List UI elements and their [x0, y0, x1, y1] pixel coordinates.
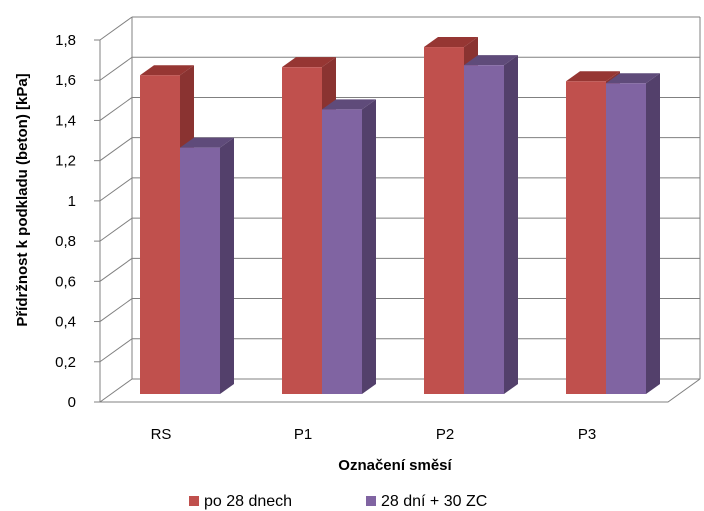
x-tick-label: RS — [151, 426, 172, 443]
y-tick-label: 0 — [68, 394, 76, 411]
gridline-side — [99, 56, 133, 81]
bar-side — [362, 99, 376, 395]
legend-label-po-28-dnech: po 28 dnech — [204, 493, 292, 510]
y-tick-label: 1,2 — [55, 153, 76, 170]
bar-top — [424, 37, 478, 48]
x-tick-label: P1 — [294, 426, 312, 443]
bar-p3-series-2 — [606, 73, 660, 394]
bar-top — [464, 55, 518, 66]
bar-front — [180, 147, 220, 394]
bar-rs-series-2 — [180, 137, 234, 394]
legend-swatch-po-28-dnech — [189, 496, 199, 506]
bar-top — [322, 99, 376, 110]
bar-top — [140, 65, 194, 76]
bar-front — [282, 67, 322, 395]
y-tick-label: 1,8 — [55, 32, 76, 49]
legend: po 28 dnech 28 dní + 30 ZC — [189, 493, 487, 510]
y-tick-label: 0,6 — [55, 273, 76, 290]
bar-front — [140, 75, 180, 394]
legend-label-28-dni-30-zc: 28 dní + 30 ZC — [381, 493, 487, 510]
x-tick-label: P2 — [436, 426, 454, 443]
x-axis-title: Označení směsí — [338, 457, 452, 474]
bar-p1-series-2 — [322, 99, 376, 395]
gridline-side — [99, 16, 133, 41]
y-tick-label: 0,4 — [55, 314, 76, 331]
bar-top — [282, 57, 336, 68]
y-tick-label: 0,8 — [55, 233, 76, 250]
x-tick-label: P3 — [578, 426, 596, 443]
gridline-side — [99, 378, 133, 403]
bar-side — [646, 73, 660, 394]
gridline-side — [99, 217, 133, 242]
y-tick-label: 1,4 — [55, 112, 76, 129]
bar-top — [180, 137, 234, 148]
gridline-side — [99, 338, 133, 363]
bar-p2-series-2 — [464, 55, 518, 395]
chart-floor — [100, 378, 701, 403]
legend-swatch-28-dni-30-zc — [366, 496, 376, 506]
gridline-side — [99, 137, 133, 162]
floor-edge — [100, 378, 701, 403]
bar-front — [566, 81, 606, 394]
bar-side — [504, 55, 518, 395]
x-tick-labels: RS P1 P2 P3 — [151, 426, 597, 443]
bar-front — [606, 83, 646, 394]
y-tick-label: 1 — [68, 193, 76, 210]
bars — [140, 37, 660, 395]
bar-front — [464, 65, 504, 395]
bar-side — [220, 137, 234, 394]
gridline-side — [99, 257, 133, 282]
y-tick-label: 1,6 — [55, 72, 76, 89]
gridline-side — [99, 177, 133, 202]
bar-top — [566, 71, 620, 82]
gridline-side — [99, 97, 133, 121]
gridline-side — [99, 298, 133, 322]
bar-top — [606, 73, 660, 84]
y-tick-labels: 0 0,2 0,4 0,6 0,8 1 1,2 1,4 1,6 1,8 — [55, 32, 100, 411]
y-tick-label: 0,2 — [55, 354, 76, 371]
bar-front — [322, 109, 362, 395]
bar-front — [424, 47, 464, 395]
y-axis-title: Přídržnost k podkladu (beton) [kPa] — [14, 73, 31, 326]
